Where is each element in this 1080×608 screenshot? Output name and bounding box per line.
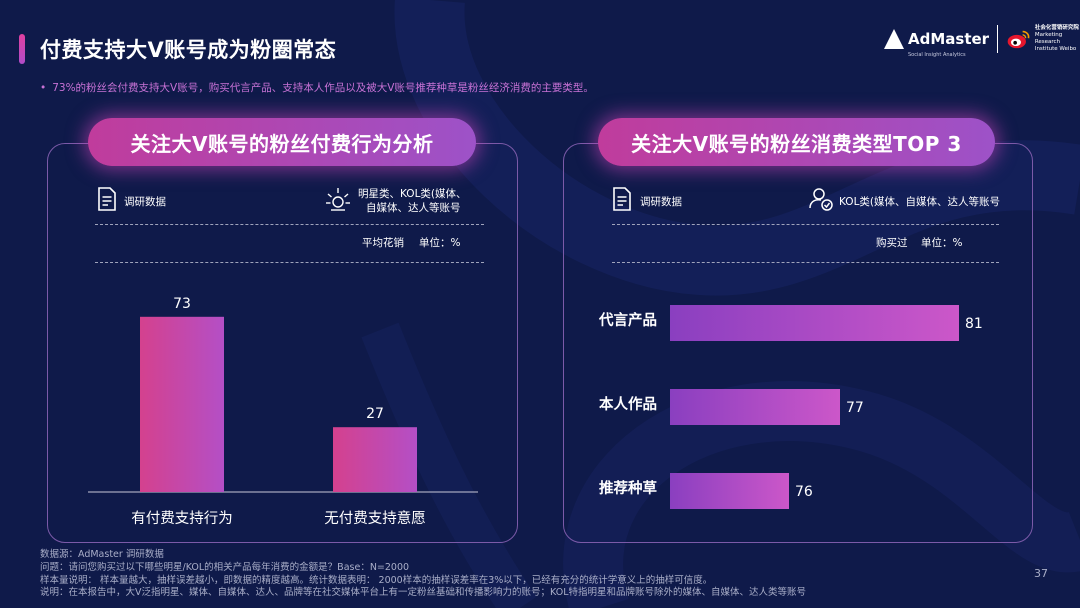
right-panel-heading: 关注大V账号的粉丝消费类型TOP 3 — [598, 118, 995, 166]
bar-value-label: 76 — [795, 484, 813, 500]
title-accent-bar — [19, 34, 25, 64]
right-metric-label: 购买过 — [876, 237, 908, 249]
category-label: 无付费支持意愿 — [324, 509, 426, 527]
weibo-line-2: Marketing Research — [1034, 32, 1063, 45]
bar — [670, 473, 789, 509]
right-source-label: 调研数据 — [640, 196, 682, 208]
left-divider-top — [95, 224, 484, 225]
right-divider-bottom — [612, 262, 999, 263]
right-audience-label: KOL类(媒体、自媒体、达人等账号 — [839, 196, 1001, 208]
bullet-icon: • — [40, 82, 47, 94]
bar — [140, 316, 224, 492]
logo-separator — [997, 25, 998, 53]
footnotes: 数据源：AdMaster 调研数据 问题：请问您购买过以下哪些明星/KOL的相关… — [40, 549, 806, 600]
spotlight-star-icon — [326, 188, 350, 211]
left-metric-label: 平均花销 — [362, 237, 404, 249]
admaster-logo: AdMaster Social Insight Analytics — [884, 29, 990, 58]
admaster-logo-subtext: Social Insight Analytics — [908, 52, 966, 58]
subtitle-text: 73%的粉丝会付费支持大V账号，购买代言产品、支持本人作品以及被大V账号推荐种草… — [52, 82, 594, 94]
page-title: 付费支持大V账号成为粉圈常态 — [40, 38, 337, 62]
footnote-sample: 样本量说明： 样本量越大，抽样误差越小，即数据的精度越高。统计数据表明： 200… — [40, 574, 713, 586]
bar-value-label: 81 — [965, 316, 983, 332]
left-divider-bottom — [95, 262, 484, 263]
weibo-line-3: Institute Weibo — [1034, 46, 1077, 52]
logo-area: AdMaster Social Insight Analytics 社会化营销研… — [884, 22, 1080, 58]
page-subtitle: • 73%的粉丝会付费支持大V账号，购买代言产品、支持本人作品以及被大V账号推荐种… — [40, 80, 594, 95]
right-divider-top — [612, 224, 999, 225]
left-audience-line-2: 自媒体、达人等账号 — [366, 202, 461, 214]
left-audience-line-1: 明星类、KOL类(媒体、 — [358, 188, 467, 200]
user-check-icon — [809, 188, 833, 211]
bar — [333, 427, 417, 492]
left-audience-label: 明星类、KOL类(媒体、 自媒体、达人等账号 — [358, 187, 467, 215]
left-unit-label: 单位：% — [419, 237, 461, 249]
weibo-line-1: 社会化营销研究院 — [1034, 25, 1079, 31]
footnote-question: 问题：请问您购买过以下哪些明星/KOL的相关产品每年消费的金额是？Base：N=… — [40, 561, 410, 573]
category-label: 有付费支持行为 — [131, 510, 233, 527]
category-label: 代言产品 — [598, 311, 657, 329]
bar-value-label: 77 — [846, 400, 864, 416]
left-panel-heading: 关注大V账号的粉丝付费行为分析 — [88, 118, 476, 166]
bar — [670, 305, 959, 341]
footnote-source: 数据源：AdMaster 调研数据 — [40, 549, 164, 560]
left-source-label: 调研数据 — [124, 196, 166, 208]
bar-value-label: 73 — [173, 296, 191, 312]
admaster-mark-icon — [884, 29, 904, 49]
vertical-bar-chart: 73 有付费支持行为 27 无付费支持意愿 — [88, 296, 478, 527]
weibo-logo-icon — [1007, 30, 1030, 49]
horizontal-bar-chart: 81 代言产品 77 本人作品 76 推荐种草 — [598, 305, 983, 509]
footnote-definition: 说明：在本报告中，大V泛指明星、媒体、自媒体、达人、品牌等在社交媒体平台上有一定… — [40, 587, 806, 599]
document-icon — [98, 187, 116, 211]
document-icon — [613, 187, 631, 211]
admaster-logo-text: AdMaster — [908, 30, 990, 48]
bar — [670, 389, 840, 425]
right-unit-label: 单位：% — [921, 237, 963, 249]
category-label: 本人作品 — [599, 395, 657, 413]
category-label: 推荐种草 — [599, 479, 657, 497]
bar-value-label: 27 — [366, 406, 384, 422]
weibo-institute-text: 社会化营销研究院 Marketing Research Institute We… — [1035, 25, 1080, 53]
page-number: 37 — [1034, 567, 1048, 580]
